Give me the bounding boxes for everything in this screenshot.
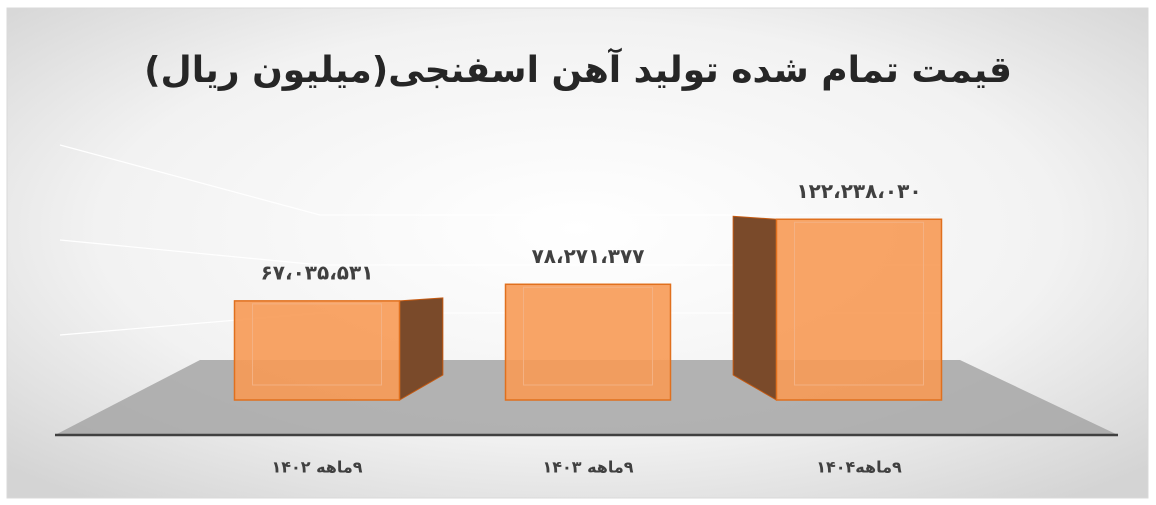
bar: [775, 218, 943, 401]
data-label: ۶۷،۰۳۵،۵۳۱: [261, 260, 374, 284]
chart-title: قیمت تمام شده تولید آهن اسفنجی(میلیون ری…: [144, 47, 1012, 91]
bar-inner-edge: [794, 221, 924, 386]
bar-side: [732, 215, 777, 401]
bar-inner-edge: [523, 286, 653, 386]
data-label: ۱۲۲،۲۳۸،۰۳۰: [796, 179, 921, 203]
data-label: ۷۸،۲۷۱،۳۷۷: [532, 244, 645, 268]
bar-inner-edge: [252, 303, 382, 386]
x-tick-label: ۹ماهه۱۴۰۴: [816, 458, 902, 477]
x-tick-label: ۹ماهه ۱۴۰۳: [542, 458, 633, 477]
x-tick-label: ۹ماهه ۱۴۰۲: [271, 458, 362, 477]
bar: [233, 300, 401, 401]
bar: [504, 283, 672, 401]
